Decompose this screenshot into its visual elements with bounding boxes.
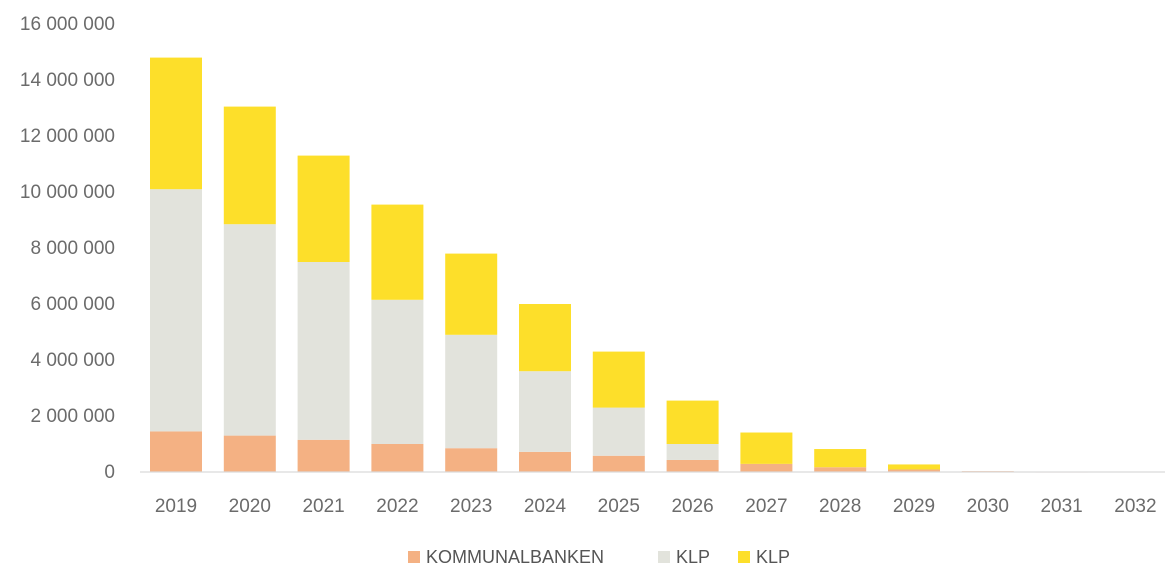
y-tick-label: 14 000 000 bbox=[20, 70, 115, 91]
y-tick-label: 4 000 000 bbox=[30, 350, 115, 371]
y-tick-label: 16 000 000 bbox=[20, 14, 115, 35]
bar-segment-2026-series-0 bbox=[666, 459, 719, 472]
bar-segment-2020-series-0 bbox=[223, 435, 276, 472]
x-tick-label: 2024 bbox=[524, 496, 567, 517]
x-tick-label: 2029 bbox=[893, 496, 935, 517]
x-tick-label: 2022 bbox=[376, 496, 418, 517]
bar-segment-2023-series-2 bbox=[445, 253, 498, 335]
bar-segment-2023-series-1 bbox=[445, 334, 498, 449]
legend-item-1: KLP bbox=[658, 547, 710, 567]
x-tick-label: 2021 bbox=[302, 496, 344, 517]
bar-segment-2025-series-0 bbox=[592, 455, 645, 472]
y-tick-label: 6 000 000 bbox=[30, 294, 115, 315]
bar-segment-2024-series-1 bbox=[519, 371, 571, 452]
bar-segment-2021-series-2 bbox=[297, 155, 350, 262]
bar-segment-2023-series-0 bbox=[445, 448, 498, 472]
bar-segment-2026-series-2 bbox=[666, 400, 719, 444]
x-tick-label: 2030 bbox=[967, 496, 1009, 517]
bar-segment-2026-series-1 bbox=[666, 444, 719, 460]
bar-segment-2019-series-0 bbox=[150, 431, 202, 472]
bars bbox=[150, 57, 1088, 473]
legend-swatch bbox=[658, 551, 670, 563]
bar-segment-2019-series-2 bbox=[150, 57, 202, 190]
bar-segment-2029-series-2 bbox=[888, 464, 940, 470]
legend-label: KLP bbox=[676, 547, 710, 567]
bar-segment-2028-series-0 bbox=[814, 467, 867, 472]
y-tick-label: 2 000 000 bbox=[30, 406, 115, 427]
x-tick-label: 2026 bbox=[671, 496, 713, 517]
bar-segment-2022-series-1 bbox=[371, 299, 424, 444]
bar-segment-2020-series-1 bbox=[223, 224, 276, 436]
y-tick-label: 12 000 000 bbox=[20, 126, 115, 147]
x-tick-label: 2020 bbox=[229, 496, 271, 517]
x-tick-label: 2025 bbox=[598, 496, 640, 517]
bar-segment-2022-series-2 bbox=[371, 204, 424, 300]
bar-segment-2029-series-0 bbox=[888, 469, 940, 472]
bar-segment-2028-series-2 bbox=[814, 449, 867, 468]
bar-segment-2021-series-1 bbox=[297, 262, 350, 440]
bar-segment-2022-series-0 bbox=[371, 444, 424, 472]
x-tick-label: 2032 bbox=[1114, 496, 1156, 517]
bar-segment-2020-series-2 bbox=[223, 106, 276, 225]
legend-swatch bbox=[408, 551, 420, 563]
legend-item-0: KOMMUNALBANKEN bbox=[408, 547, 604, 567]
x-tick-label: 2023 bbox=[450, 496, 492, 517]
x-tick-label: 2019 bbox=[155, 496, 197, 517]
bar-segment-2025-series-2 bbox=[592, 351, 645, 408]
legend: KOMMUNALBANKEN KLP KLP bbox=[408, 547, 790, 567]
bar-segment-2027-series-0 bbox=[740, 463, 793, 472]
bar-segment-2021-series-0 bbox=[297, 439, 350, 472]
legend-swatch bbox=[738, 551, 750, 563]
bar-segment-2027-series-2 bbox=[740, 432, 793, 464]
bar-segment-2025-series-1 bbox=[592, 407, 645, 456]
legend-item-2: KLP bbox=[738, 547, 790, 567]
x-tick-label: 2031 bbox=[1040, 496, 1082, 517]
y-tick-label: 8 000 000 bbox=[30, 238, 115, 259]
y-tick-label: 10 000 000 bbox=[20, 182, 115, 203]
legend-label: KLP bbox=[756, 547, 790, 567]
bar-segment-2024-series-0 bbox=[519, 451, 571, 472]
x-axis: 2019 2020 2021 2022 2023 2024 2025 2026 2027 2028… bbox=[155, 496, 1157, 517]
x-tick-label: 2028 bbox=[819, 496, 861, 517]
x-tick-label: 2027 bbox=[745, 496, 787, 517]
legend-label: KOMMUNALBANKEN bbox=[426, 547, 604, 567]
bar-segment-2024-series-2 bbox=[519, 304, 571, 372]
bar-segment-2019-series-1 bbox=[150, 189, 202, 432]
y-axis: 0 2 000 000 4 000 000 6 000 000 8 000 000 10 … bbox=[20, 14, 115, 483]
y-tick-label: 0 bbox=[104, 462, 115, 483]
